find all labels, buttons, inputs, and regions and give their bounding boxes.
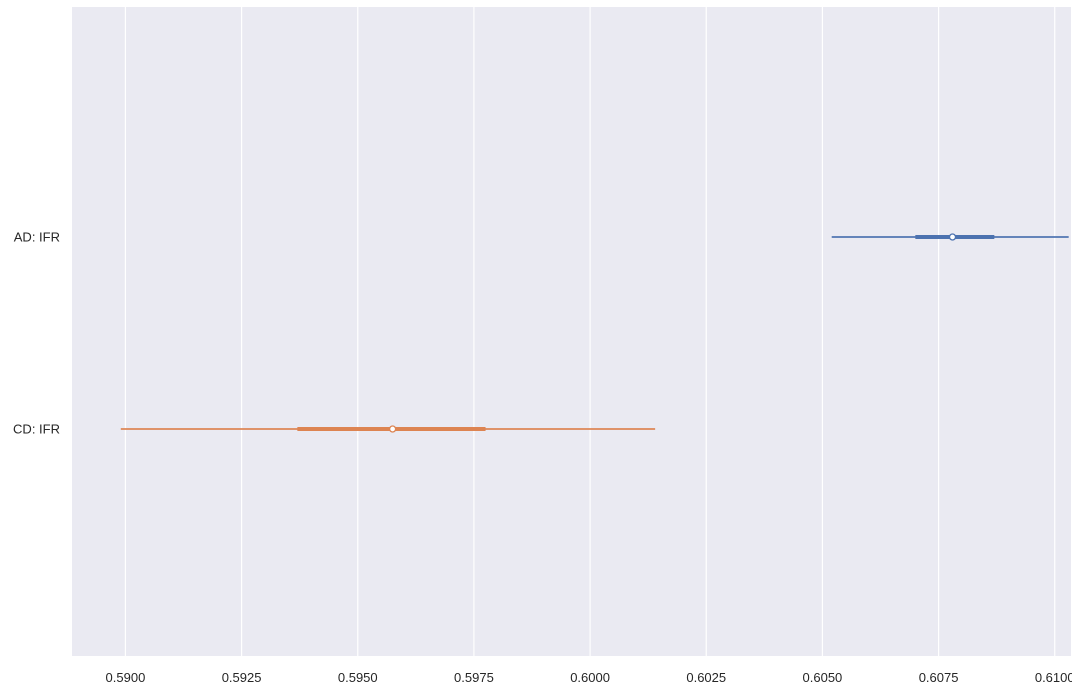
plot-area bbox=[72, 7, 1071, 656]
y-tick-labels: AD: IFR CD: IFR bbox=[13, 230, 60, 437]
x-tick-label: 0.6000 bbox=[570, 670, 610, 685]
x-tick-label: 0.5950 bbox=[338, 670, 378, 685]
interval-group bbox=[831, 233, 1069, 241]
x-tick-label: 0.5900 bbox=[106, 670, 146, 685]
y-tick-label: AD: IFR bbox=[14, 230, 60, 245]
x-tick-label: 0.5975 bbox=[454, 670, 494, 685]
forest-intervals bbox=[120, 233, 1069, 433]
x-tick-label: 0.6025 bbox=[686, 670, 726, 685]
interval-group bbox=[120, 425, 656, 433]
x-tick-label: 0.6050 bbox=[803, 670, 843, 685]
x-tick-label: 0.6100 bbox=[1035, 670, 1072, 685]
x-tick-labels: 0.5900 0.5925 0.5950 0.5975 0.6000 0.6025 0.60… bbox=[106, 670, 1072, 685]
x-tick-label: 0.6075 bbox=[919, 670, 959, 685]
point-estimate bbox=[948, 233, 957, 241]
grid-lines bbox=[124, 7, 1056, 656]
point-estimate bbox=[388, 425, 397, 433]
y-tick-label: CD: IFR bbox=[13, 422, 60, 437]
x-tick-label: 0.5925 bbox=[222, 670, 262, 685]
